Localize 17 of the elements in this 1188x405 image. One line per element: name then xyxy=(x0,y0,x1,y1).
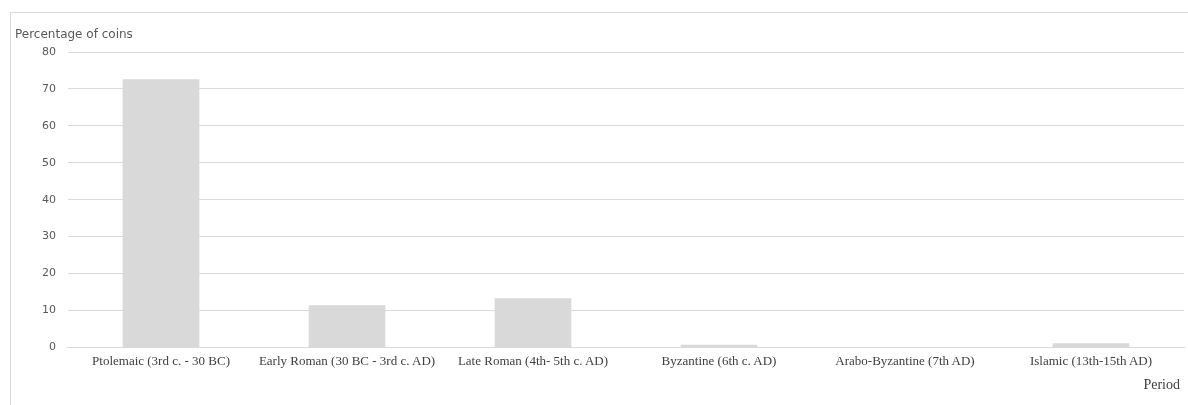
x-tick-label: Ptolemaic (3rd c. - 30 BC) xyxy=(92,352,230,368)
x-tick-label: Arabo-Byzantine (7th AD) xyxy=(835,352,975,368)
y-tick-label: 10 xyxy=(42,303,56,317)
x-tick-label: Early Roman (30 BC - 3rd c. AD) xyxy=(258,352,436,368)
x-axis-title: Period xyxy=(1143,377,1180,393)
y-tick-label: 20 xyxy=(42,266,56,280)
y-tick-label: 0 xyxy=(49,340,56,354)
y-tick-label: 60 xyxy=(42,118,56,132)
y-axis-title: Percentage of coins xyxy=(15,27,133,41)
x-tick-label: Islamic (13th-15th AD) xyxy=(1029,352,1153,368)
x-tick-label: Late Roman (4th- 5th c. AD) xyxy=(457,352,609,368)
y-tick-label: 70 xyxy=(42,81,56,95)
y-tick-label: 30 xyxy=(42,229,56,243)
y-tick-label: 50 xyxy=(42,155,56,169)
x-tick-label: Byzantine (6th c. AD) xyxy=(661,352,777,368)
y-tick-label: 40 xyxy=(42,192,56,206)
y-tick-label: 80 xyxy=(42,44,56,58)
